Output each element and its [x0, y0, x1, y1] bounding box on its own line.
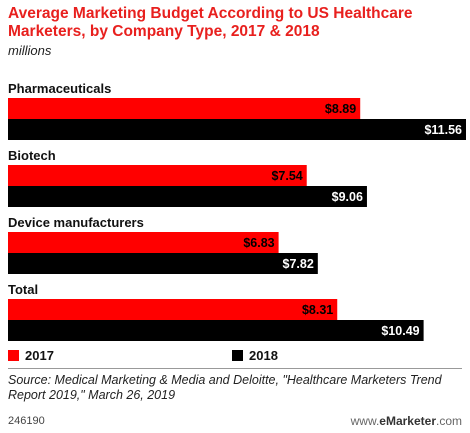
bar-device-manufacturers-2017	[8, 232, 279, 253]
legend-label-2018: 2018	[249, 348, 278, 363]
chart-title: Average Marketing Budget According to US…	[8, 5, 413, 40]
bar-biotech-2018	[8, 186, 367, 207]
category-label-pharmaceuticals: Pharmaceuticals	[8, 81, 111, 96]
value-label-pharmaceuticals-2018: $11.56	[424, 123, 462, 137]
legend-swatch-2018	[232, 350, 243, 361]
bar-pharmaceuticals-2017	[8, 98, 361, 119]
bar-total-2017	[8, 299, 338, 320]
bar-device-manufacturers-2018	[8, 253, 318, 274]
value-label-total-2017: $8.31	[302, 303, 333, 317]
divider	[8, 368, 462, 369]
category-label-total: Total	[8, 282, 38, 297]
source-note: Source: Medical Marketing & Media and De…	[8, 373, 442, 402]
bar-biotech-2017	[8, 165, 307, 186]
category-label-device-manufacturers: Device manufacturers	[8, 215, 144, 230]
value-label-device-manufacturers-2018: $7.82	[283, 257, 314, 271]
value-label-biotech-2018: $9.06	[332, 190, 363, 204]
bar-total-2018	[8, 320, 424, 341]
category-label-biotech: Biotech	[8, 148, 56, 163]
chart-subtitle: millions	[8, 43, 52, 58]
bar-pharmaceuticals-2018	[8, 119, 466, 140]
legend-label-2017: 2017	[25, 348, 54, 363]
value-label-total-2018: $10.49	[381, 324, 419, 338]
bar-chart: Pharmaceuticals $8.89 $11.56 Biotech $7.54 $9…	[8, 81, 466, 363]
value-label-pharmaceuticals-2017: $8.89	[325, 102, 356, 116]
brand-logo: www.eMarketer.com	[350, 414, 462, 428]
value-label-device-manufacturers-2017: $6.83	[243, 236, 274, 250]
chart-id: 246190	[8, 415, 45, 427]
legend-swatch-2017	[8, 350, 19, 361]
value-label-biotech-2017: $7.54	[271, 169, 302, 183]
